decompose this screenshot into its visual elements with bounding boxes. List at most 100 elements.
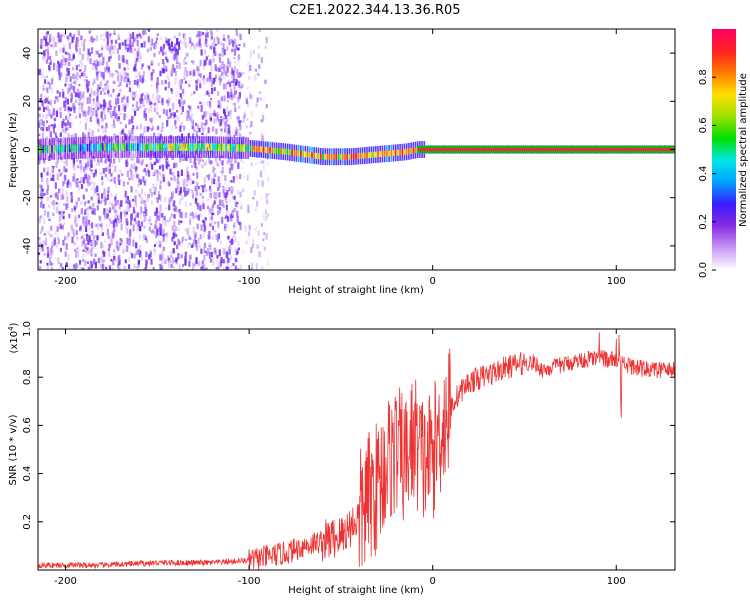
ridge-core-cell — [264, 146, 267, 153]
noise-cell — [243, 114, 246, 118]
noise-cell — [153, 248, 156, 251]
noise-cell — [239, 225, 242, 230]
noise-cell — [214, 173, 217, 177]
noise-cell — [126, 170, 129, 178]
ridge-core-cell — [379, 151, 381, 158]
ridge-core-cell — [394, 149, 397, 156]
ridge-core-cell — [306, 151, 309, 158]
noise-cell — [122, 181, 125, 187]
noise-cell — [142, 30, 145, 36]
noise-cell — [247, 204, 250, 212]
noise-cell — [196, 184, 199, 188]
noise-cell — [53, 63, 56, 71]
noise-cell — [199, 31, 202, 37]
noise-cell — [124, 259, 127, 264]
noise-cell — [215, 258, 218, 265]
noise-cell — [236, 152, 240, 156]
noise-cell — [139, 213, 142, 219]
noise-cell — [50, 177, 53, 181]
noise-cell — [221, 61, 224, 66]
noise-cell — [58, 168, 61, 172]
noise-cell — [178, 84, 181, 88]
ridge-core-cell — [309, 152, 311, 158]
ridge-core-cell — [154, 143, 157, 151]
noise-cell — [81, 241, 84, 247]
snr-x-tick-label: 100 — [607, 576, 626, 587]
noise-cell — [178, 46, 181, 50]
noise-cell — [224, 114, 227, 120]
noise-cell — [83, 202, 86, 207]
noise-cell — [156, 228, 159, 236]
noise-cell — [211, 258, 214, 261]
noise-cell — [139, 101, 142, 105]
noise-cell — [193, 91, 196, 94]
noise-cell — [175, 162, 178, 168]
noise-cell — [179, 84, 182, 90]
noise-cell — [136, 84, 139, 89]
noise-cell — [96, 35, 99, 42]
noise-cell — [154, 220, 157, 226]
noise-cell — [113, 30, 116, 34]
noise-cell — [91, 49, 94, 52]
noise-cell — [145, 264, 148, 268]
noise-cell — [115, 220, 118, 227]
noise-cell — [107, 89, 110, 94]
noise-cell — [228, 141, 231, 144]
noise-cell — [102, 72, 105, 79]
noise-cell — [68, 54, 71, 61]
ridge-core-cell — [342, 153, 344, 160]
ridge-core-cell — [324, 153, 326, 160]
noise-cell — [141, 81, 144, 85]
noise-cell — [256, 97, 259, 103]
noise-cell — [150, 109, 153, 112]
ridge-core-cell — [386, 150, 388, 157]
ridge-core-cell — [139, 143, 141, 151]
noise-cell — [88, 52, 91, 57]
noise-cell — [109, 236, 112, 240]
noise-cell — [150, 127, 153, 132]
noise-cell — [119, 88, 122, 92]
noise-cell — [191, 211, 194, 217]
noise-cell — [39, 121, 42, 123]
noise-cell — [161, 164, 165, 172]
noise-cell — [230, 163, 233, 171]
noise-cell — [109, 158, 112, 164]
noise-cell — [76, 264, 79, 268]
noise-cell — [59, 61, 62, 64]
noise-cell — [170, 48, 173, 54]
noise-cell — [225, 201, 228, 204]
noise-cell — [177, 185, 180, 189]
noise-cell — [228, 94, 232, 99]
noise-cell — [84, 123, 87, 130]
noise-cell — [103, 114, 107, 120]
noise-cell — [119, 112, 122, 115]
noise-cell — [118, 105, 121, 112]
noise-cell — [39, 93, 42, 97]
noise-cell — [82, 99, 85, 104]
noise-cell — [79, 121, 82, 124]
noise-cell — [47, 211, 50, 218]
noise-cell — [199, 101, 202, 105]
noise-cell — [229, 240, 232, 243]
noise-cell — [68, 42, 71, 49]
ridge-core-cell — [121, 143, 124, 151]
noise-cell — [237, 57, 240, 64]
noise-cell — [199, 80, 202, 83]
noise-cell — [218, 192, 221, 198]
noise-cell — [210, 29, 213, 33]
noise-cell — [139, 134, 142, 137]
noise-cell — [264, 80, 267, 84]
ridge-core-cell — [275, 148, 278, 154]
noise-cell — [111, 73, 114, 78]
noise-cell — [167, 83, 170, 88]
noise-cell — [212, 58, 215, 63]
noise-cell — [174, 115, 177, 119]
noise-cell — [184, 238, 188, 241]
noise-cell — [128, 130, 131, 136]
noise-cell — [239, 264, 243, 270]
noise-cell — [166, 220, 169, 223]
noise-cell — [140, 254, 143, 262]
noise-cell — [78, 48, 81, 55]
ridge-core-cell — [161, 143, 163, 151]
ridge-core-cell — [97, 143, 100, 152]
